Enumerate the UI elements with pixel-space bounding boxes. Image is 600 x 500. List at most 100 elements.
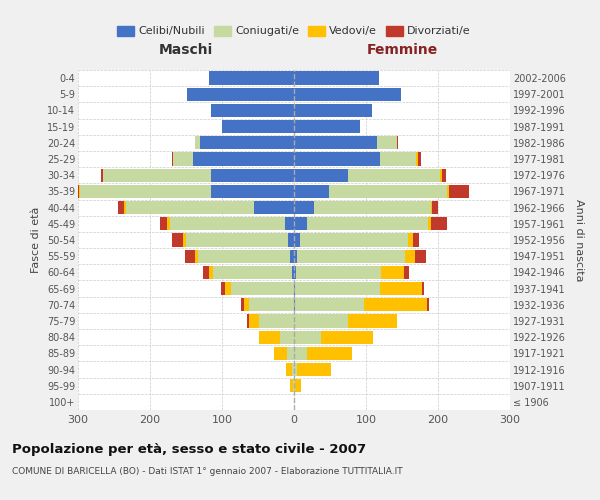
Bar — [294, 250, 297, 263]
Bar — [294, 88, 401, 101]
Bar — [380, 152, 416, 166]
Bar — [286, 363, 292, 376]
Bar — [172, 152, 173, 166]
Bar — [280, 330, 294, 344]
Bar — [193, 152, 294, 166]
Bar — [422, 282, 424, 295]
Bar — [101, 168, 103, 182]
Bar — [314, 201, 431, 214]
Bar — [292, 266, 294, 279]
Bar — [286, 217, 294, 230]
Bar — [322, 330, 373, 344]
Bar — [198, 250, 290, 263]
Y-axis label: Fasce di età: Fasce di età — [31, 207, 41, 273]
Bar — [186, 234, 288, 246]
Bar — [126, 201, 254, 214]
Bar — [160, 217, 167, 230]
Bar — [294, 379, 295, 392]
Bar — [294, 185, 329, 198]
Bar — [380, 282, 422, 295]
Bar — [194, 136, 200, 149]
Legend: Celibi/Nubili, Coniugati/e, Vedovi/e, Divorziati/e: Celibi/Nubili, Coniugati/e, Vedovi/e, Di… — [113, 21, 475, 41]
Bar — [295, 282, 380, 295]
Bar — [377, 136, 397, 149]
Bar — [222, 120, 294, 134]
Bar — [329, 185, 448, 198]
Bar — [427, 298, 430, 312]
Bar — [295, 379, 301, 392]
Bar — [442, 168, 446, 182]
Bar — [294, 72, 379, 85]
Bar — [440, 168, 442, 182]
Bar — [294, 234, 300, 246]
Bar — [448, 185, 449, 198]
Bar — [259, 314, 294, 328]
Text: Maschi: Maschi — [159, 43, 213, 57]
Bar — [381, 266, 404, 279]
Bar — [418, 152, 421, 166]
Bar — [221, 282, 225, 295]
Bar — [79, 185, 80, 198]
Bar — [294, 298, 295, 312]
Bar — [80, 185, 211, 198]
Bar — [294, 363, 297, 376]
Bar — [397, 136, 398, 149]
Bar — [405, 250, 415, 263]
Bar — [292, 363, 294, 376]
Bar — [297, 250, 405, 263]
Bar — [247, 314, 250, 328]
Bar — [294, 330, 322, 344]
Bar — [296, 266, 381, 279]
Bar — [203, 266, 209, 279]
Bar — [295, 298, 364, 312]
Bar — [404, 266, 409, 279]
Bar — [244, 298, 250, 312]
Bar — [428, 217, 431, 230]
Bar — [170, 217, 286, 230]
Bar — [288, 234, 294, 246]
Bar — [187, 88, 294, 101]
Bar — [211, 104, 294, 117]
Bar — [300, 234, 408, 246]
Bar — [348, 314, 397, 328]
Bar — [432, 201, 438, 214]
Bar — [297, 363, 331, 376]
Bar — [287, 346, 294, 360]
Bar — [449, 185, 469, 198]
Bar — [167, 217, 170, 230]
Text: COMUNE DI BARICELLA (BO) - Dati ISTAT 1° gennaio 2007 - Elaborazione TUTTITALIA.: COMUNE DI BARICELLA (BO) - Dati ISTAT 1°… — [12, 468, 403, 476]
Bar — [294, 346, 307, 360]
Bar — [293, 379, 294, 392]
Bar — [212, 266, 292, 279]
Bar — [209, 72, 294, 85]
Bar — [294, 282, 295, 295]
Bar — [73, 185, 79, 198]
Bar — [307, 346, 352, 360]
Bar — [173, 152, 193, 166]
Bar — [183, 234, 186, 246]
Y-axis label: Anni di nascita: Anni di nascita — [574, 198, 584, 281]
Bar — [250, 314, 259, 328]
Bar — [209, 266, 212, 279]
Bar — [416, 152, 418, 166]
Text: Popolazione per età, sesso e stato civile - 2007: Popolazione per età, sesso e stato civil… — [12, 442, 366, 456]
Bar — [307, 217, 428, 230]
Bar — [185, 250, 196, 263]
Bar — [259, 330, 280, 344]
Bar — [415, 250, 427, 263]
Bar — [103, 168, 211, 182]
Bar — [364, 298, 427, 312]
Bar — [225, 282, 230, 295]
Bar — [250, 298, 294, 312]
Bar — [211, 168, 294, 182]
Bar — [172, 234, 183, 246]
Bar — [230, 282, 294, 295]
Bar — [431, 217, 446, 230]
Bar — [294, 266, 296, 279]
Bar — [196, 250, 198, 263]
Bar — [294, 152, 380, 166]
Bar — [294, 120, 360, 134]
Bar — [290, 379, 293, 392]
Bar — [294, 314, 348, 328]
Bar — [200, 136, 294, 149]
